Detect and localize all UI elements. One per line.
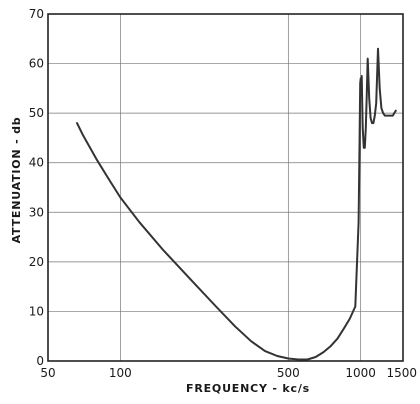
y-tick-label: 60: [29, 57, 44, 71]
y-axis-title: ATTENUATION - db: [10, 117, 23, 244]
y-tick-label: 0: [36, 354, 44, 368]
y-tick-label: 40: [29, 156, 44, 170]
y-tick-labels: 0 10 20 30 40 50 60 70: [29, 7, 44, 368]
y-tick-label: 30: [29, 205, 44, 219]
attenuation-series-line: [76, 47, 397, 361]
y-tick-label: 50: [29, 106, 44, 120]
x-axis-title: FREQUENCY - kc/s: [186, 382, 310, 395]
x-tick-label: 500: [277, 366, 300, 380]
series-layer: [76, 47, 397, 361]
plot-frame: [47, 13, 404, 362]
x-tick-label: 1000: [345, 366, 376, 380]
x-tick-labels: 50 100 500 1000 1500: [40, 366, 417, 380]
grid: [48, 14, 403, 361]
y-tick-label: 70: [29, 7, 44, 21]
x-tick-label: 100: [109, 366, 132, 380]
y-tick-label: 20: [29, 255, 44, 269]
y-tick-label: 10: [29, 304, 44, 318]
x-tick-label: 50: [40, 366, 55, 380]
x-tick-label: 1500: [386, 366, 417, 380]
